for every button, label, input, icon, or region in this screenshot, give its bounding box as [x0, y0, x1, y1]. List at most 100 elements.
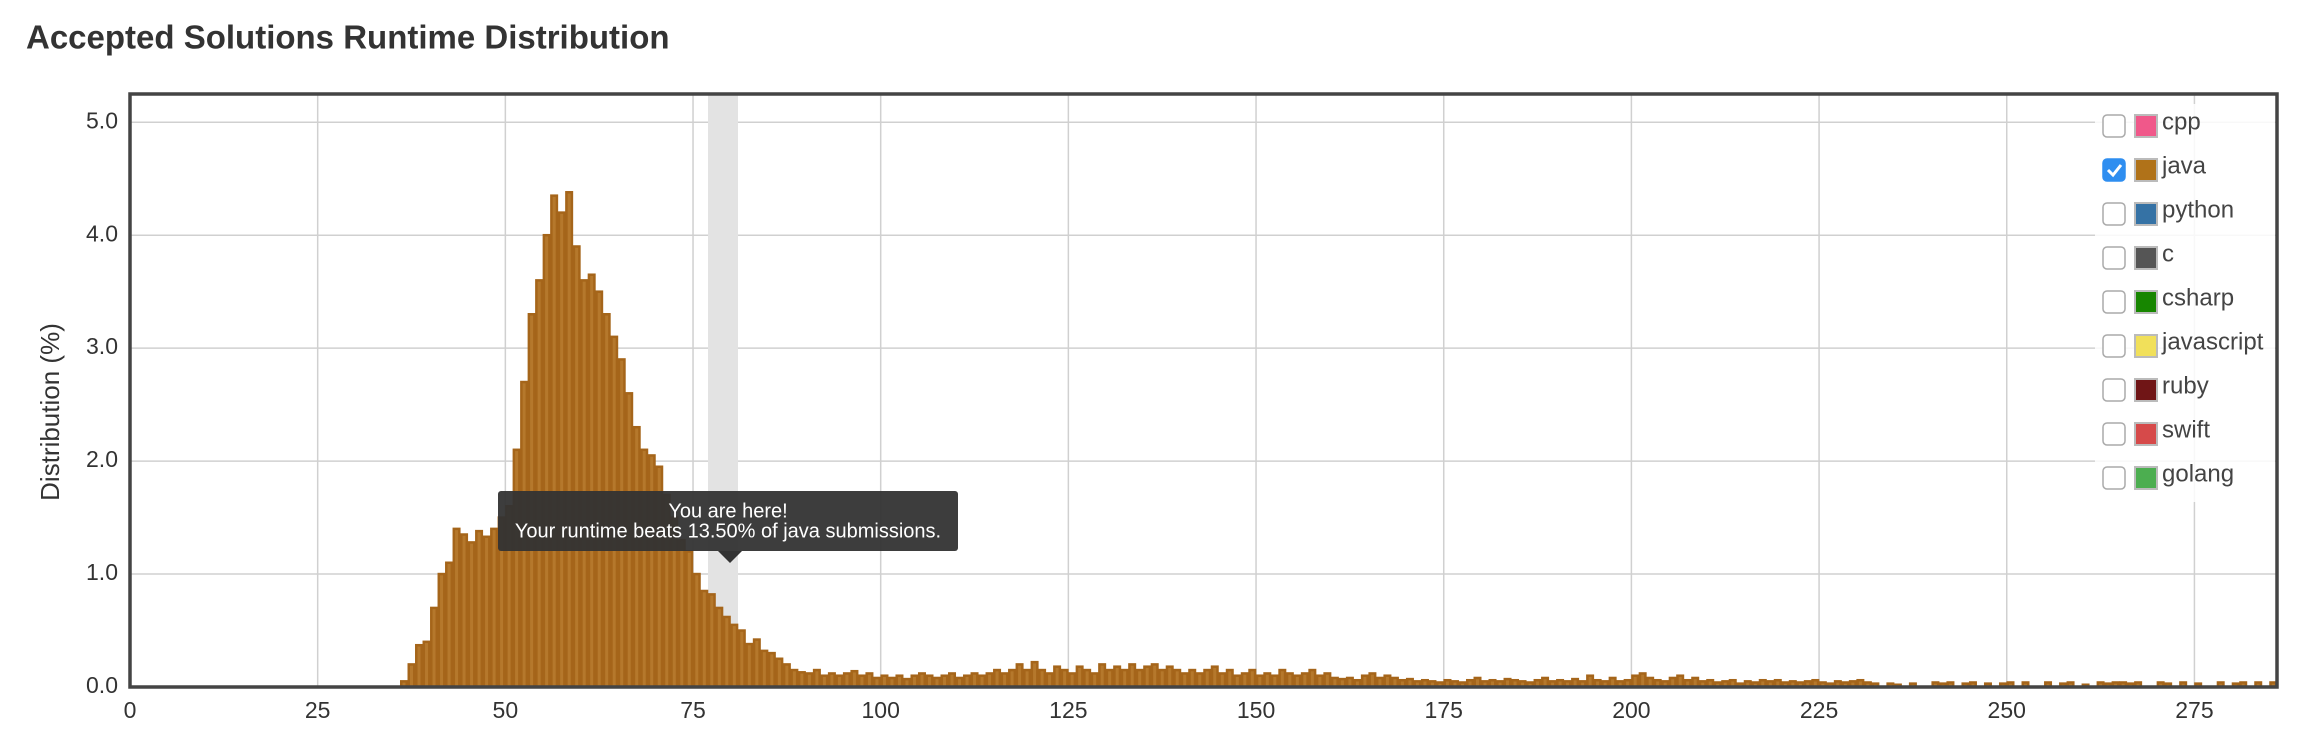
bar	[707, 593, 716, 689]
bar	[1180, 672, 1189, 689]
bar	[985, 672, 994, 689]
legend-swatch	[2134, 114, 2158, 138]
bar	[1225, 668, 1234, 689]
bar	[782, 663, 791, 689]
bar	[415, 643, 424, 689]
legend-checkbox[interactable]	[2102, 202, 2126, 226]
bar	[685, 550, 694, 689]
legend-item[interactable]: ruby	[2102, 372, 2209, 402]
bar	[767, 651, 776, 689]
x-tick-label: 50	[493, 697, 519, 723]
x-tick-label: 275	[2175, 697, 2213, 723]
bar	[1015, 663, 1024, 689]
bar	[1150, 663, 1159, 689]
legend-check	[2106, 164, 2123, 178]
bar	[1068, 672, 1077, 689]
x-tick-label: 250	[1988, 697, 2026, 723]
bar	[850, 669, 859, 689]
bar	[1248, 668, 1257, 689]
bar	[445, 561, 454, 689]
bar	[1308, 668, 1317, 689]
bar	[550, 194, 559, 689]
bar	[737, 629, 746, 689]
bar	[1135, 668, 1144, 689]
bar	[993, 668, 1002, 689]
legend-swatch	[2134, 466, 2158, 490]
x-tick-label: 175	[1425, 697, 1463, 723]
legend-item[interactable]: javascript	[2102, 328, 2264, 358]
legend-checkbox[interactable]	[2102, 246, 2126, 270]
x-tick-label: 225	[1800, 697, 1838, 723]
bar	[580, 279, 589, 689]
bar	[482, 535, 491, 689]
legend-item[interactable]: golang	[2102, 460, 2234, 490]
tooltip-arrow	[718, 551, 742, 563]
bar	[1203, 668, 1212, 689]
legend-item[interactable]: c	[2102, 240, 2174, 270]
bar	[1105, 668, 1114, 689]
x-tick-label: 0	[124, 697, 137, 723]
bar	[422, 640, 431, 689]
legend-item[interactable]: csharp	[2102, 284, 2234, 314]
x-tick-label: 150	[1237, 697, 1275, 723]
bar	[692, 572, 701, 689]
bar	[1023, 668, 1032, 689]
bar	[745, 642, 754, 689]
y-tick-label: 3.0	[86, 333, 118, 359]
bar	[715, 606, 724, 689]
legend-item[interactable]: swift	[2102, 416, 2210, 446]
y-tick-label: 2.0	[86, 446, 118, 472]
y-tick-label: 1.0	[86, 559, 118, 585]
bar	[632, 425, 641, 689]
legend-label: swift	[2162, 416, 2210, 443]
bar	[452, 527, 461, 689]
bar	[1218, 672, 1227, 689]
bar	[407, 663, 416, 689]
legend-swatch	[2134, 422, 2158, 446]
bar	[970, 672, 979, 689]
bar	[1300, 672, 1309, 689]
legend-checkbox[interactable]	[2102, 422, 2126, 446]
bar	[842, 672, 851, 689]
bar	[1263, 672, 1272, 689]
bar	[1240, 672, 1249, 689]
legend-label: java	[2161, 152, 2207, 179]
bar	[1098, 663, 1107, 689]
legend-label: ruby	[2162, 372, 2209, 399]
bar	[1158, 668, 1167, 689]
bar	[1143, 665, 1152, 689]
bar	[760, 649, 769, 689]
bar	[722, 615, 731, 689]
legend-item[interactable]: python	[2102, 196, 2234, 226]
legend-item[interactable]: java	[2102, 152, 2207, 182]
bar	[1008, 668, 1017, 689]
chart-title: Accepted Solutions Runtime Distribution	[26, 19, 670, 56]
legend-checkbox[interactable]	[2102, 290, 2126, 314]
plot-border	[128, 92, 2279, 689]
bar	[1120, 668, 1129, 689]
bar	[1195, 672, 1204, 689]
legend-swatch	[2134, 290, 2158, 314]
legend-label: cpp	[2162, 108, 2201, 135]
bar	[1113, 665, 1122, 689]
bar	[1038, 668, 1047, 689]
bar	[1045, 672, 1054, 689]
y-tick-label: 4.0	[86, 220, 118, 246]
bar	[917, 672, 926, 689]
legend-label: python	[2162, 196, 2234, 223]
x-tick-label: 75	[680, 697, 706, 723]
legend-checkbox[interactable]	[2102, 158, 2126, 182]
tooltip-box	[498, 491, 958, 551]
bar	[1128, 663, 1137, 689]
legend-checkbox[interactable]	[2102, 466, 2126, 490]
bar	[805, 672, 814, 689]
legend-checkbox[interactable]	[2102, 114, 2126, 138]
bar	[865, 672, 874, 689]
legend-checkbox[interactable]	[2102, 334, 2126, 358]
bar	[1053, 665, 1062, 689]
legend-checkbox[interactable]	[2102, 378, 2126, 402]
legend-item[interactable]: cpp	[2102, 108, 2201, 138]
y-tick-label: 5.0	[86, 107, 118, 133]
bar	[475, 529, 484, 689]
